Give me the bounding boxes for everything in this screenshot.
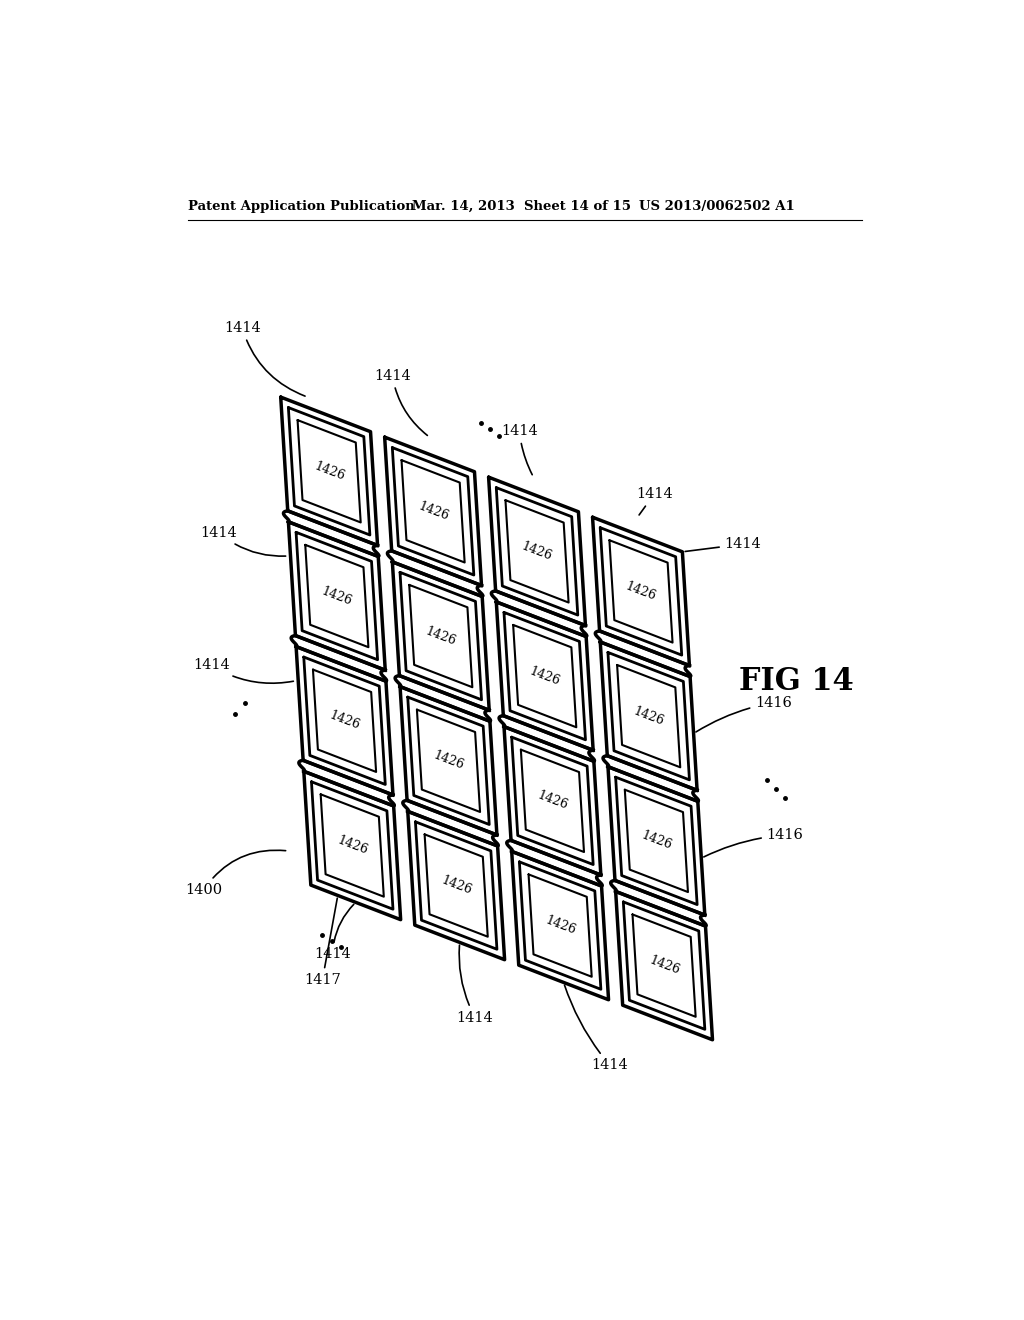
Text: 1414: 1414 — [224, 321, 305, 396]
Text: 1400: 1400 — [185, 850, 286, 896]
Text: 1426: 1426 — [527, 664, 562, 688]
Text: Mar. 14, 2013  Sheet 14 of 15: Mar. 14, 2013 Sheet 14 of 15 — [412, 199, 631, 213]
Text: 1414: 1414 — [564, 985, 628, 1072]
Text: 1426: 1426 — [520, 540, 554, 564]
Text: 1414: 1414 — [314, 904, 353, 961]
Text: 1426: 1426 — [416, 499, 451, 523]
Text: 1414: 1414 — [374, 368, 427, 436]
Text: 1426: 1426 — [431, 748, 466, 772]
Text: Patent Application Publication: Patent Application Publication — [188, 199, 415, 213]
Text: 1426: 1426 — [335, 834, 370, 857]
Text: 1426: 1426 — [647, 954, 681, 977]
Text: 1416: 1416 — [703, 828, 804, 857]
Text: 1414: 1414 — [194, 659, 294, 684]
Text: 1426: 1426 — [439, 874, 473, 898]
Text: 1426: 1426 — [312, 459, 346, 483]
Text: 1426: 1426 — [632, 705, 666, 727]
Text: 1416: 1416 — [696, 696, 792, 733]
Text: 1414: 1414 — [201, 525, 286, 556]
Text: 1414: 1414 — [636, 487, 673, 515]
Text: US 2013/0062502 A1: US 2013/0062502 A1 — [639, 199, 795, 213]
Text: 1426: 1426 — [319, 585, 354, 607]
Text: 1426: 1426 — [639, 829, 674, 853]
Text: 1414: 1414 — [501, 424, 538, 475]
Text: 1414: 1414 — [457, 945, 494, 1024]
Text: FIG 14: FIG 14 — [739, 667, 854, 697]
Text: 1426: 1426 — [536, 789, 569, 813]
Text: 1426: 1426 — [424, 624, 458, 648]
Text: 1417: 1417 — [304, 898, 341, 987]
Text: 1426: 1426 — [543, 913, 578, 937]
Text: 1426: 1426 — [624, 579, 658, 603]
Text: 1414: 1414 — [685, 537, 762, 552]
Text: 1426: 1426 — [328, 709, 361, 733]
